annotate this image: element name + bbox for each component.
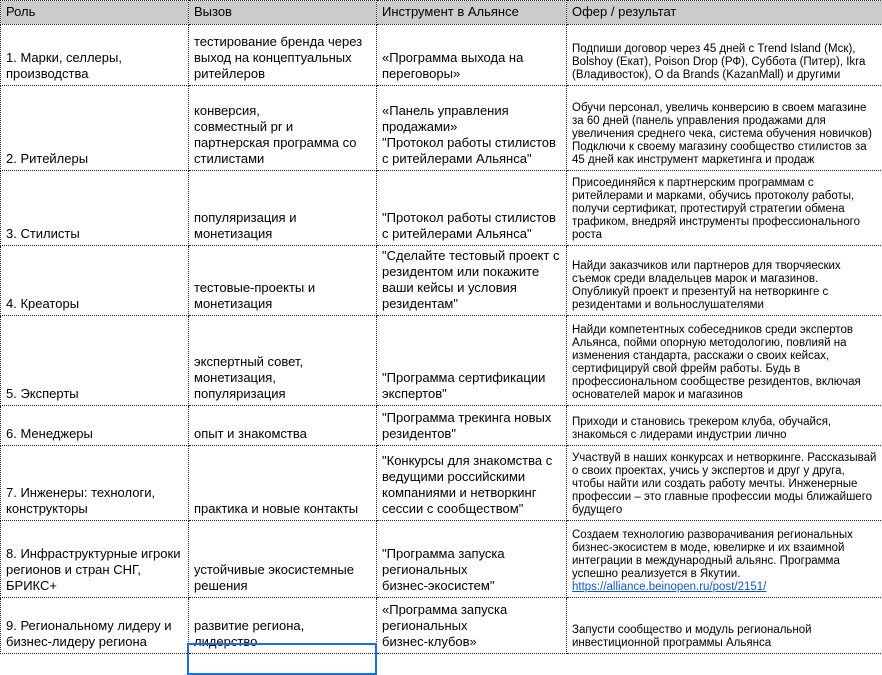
roles-table: Роль Вызов Инструмент в Альянсе Офер / р… bbox=[0, 0, 882, 654]
cell-tool[interactable]: "Программа запуска региональных бизнес-э… bbox=[377, 521, 567, 598]
cell-role[interactable]: 3. Стилисты bbox=[1, 171, 189, 246]
cell-offer[interactable]: Участвуй в наших конкурсах и нетворкинге… bbox=[567, 446, 882, 521]
table-row: 1. Марки, селлеры, производства тестиров… bbox=[1, 25, 882, 86]
cell-role[interactable]: 4. Креаторы bbox=[1, 246, 189, 316]
cell-offer[interactable]: Обучи персонал, увеличь конверсию в свое… bbox=[567, 86, 882, 171]
header-offer[interactable]: Офер / результат bbox=[567, 1, 882, 25]
cell-offer[interactable]: Присоединяйся к партнерским программам с… bbox=[567, 171, 882, 246]
table-row: 3. Стилисты популяризация и монетизация … bbox=[1, 171, 882, 246]
cell-challenge[interactable]: тестирование бренда через выход на конце… bbox=[189, 25, 377, 86]
table-row: 8. Инфраструктурные игроки регионов и ст… bbox=[1, 521, 882, 598]
cell-role[interactable]: 7. Инженеры: технологи, конструкторы bbox=[1, 446, 189, 521]
cell-role[interactable]: 6. Менеджеры bbox=[1, 406, 189, 446]
cell-tool[interactable]: «Программа выхода на переговоры» bbox=[377, 25, 567, 86]
table-row: 7. Инженеры: технологи, конструкторы пра… bbox=[1, 446, 882, 521]
cell-role[interactable]: 1. Марки, селлеры, производства bbox=[1, 25, 189, 86]
cell-challenge[interactable]: опыт и знакомства bbox=[189, 406, 377, 446]
cell-tool[interactable]: "Программа трекинга новых резидентов" bbox=[377, 406, 567, 446]
cell-challenge[interactable]: тестовые-проекты и монетизация bbox=[189, 246, 377, 316]
cell-challenge[interactable]: устойчивые экосистемные решения bbox=[189, 521, 377, 598]
cell-role[interactable]: 2. Ритейлеры bbox=[1, 86, 189, 171]
cell-challenge[interactable]: практика и новые контакты bbox=[189, 446, 377, 521]
table-row: 6. Менеджеры опыт и знакомства "Программ… bbox=[1, 406, 882, 446]
cell-offer[interactable]: Найди заказчиков или партнеров для творч… bbox=[567, 246, 882, 316]
cell-role[interactable]: 8. Инфраструктурные игроки регионов и ст… bbox=[1, 521, 189, 598]
cell-challenge[interactable]: конверсия, совместный pr и партнерская п… bbox=[189, 86, 377, 171]
header-tool[interactable]: Инструмент в Альянсе bbox=[377, 1, 567, 25]
offer-link[interactable]: https://alliance.beinopen.ru/post/2151/ bbox=[572, 581, 877, 594]
cell-challenge[interactable]: популяризация и монетизация bbox=[189, 171, 377, 246]
cell-tool[interactable]: «Программа запуска региональных бизнес-к… bbox=[377, 598, 567, 654]
table-row: 4. Креаторы тестовые-проекты и монетизац… bbox=[1, 246, 882, 316]
header-challenge[interactable]: Вызов bbox=[189, 1, 377, 25]
cell-offer[interactable]: Найди компетентных собеседников среди эк… bbox=[567, 316, 882, 406]
cell-tool[interactable]: «Панель управления продажами» "Протокол … bbox=[377, 86, 567, 171]
cell-offer[interactable]: Приходи и становись трекером клуба, обуч… bbox=[567, 406, 882, 446]
table-row: 5. Эксперты экспертный совет, монетизаци… bbox=[1, 316, 882, 406]
cell-offer-text: Создаем технологию разворачивания регион… bbox=[572, 529, 853, 580]
header-role[interactable]: Роль bbox=[1, 1, 189, 25]
cell-tool[interactable]: "Программа сертификации экспертов" bbox=[377, 316, 567, 406]
cell-tool[interactable]: "Сделайте тестовый проект с резидентом и… bbox=[377, 246, 567, 316]
table-header-row: Роль Вызов Инструмент в Альянсе Офер / р… bbox=[1, 1, 882, 25]
cell-challenge[interactable]: развитие региона, лидерство bbox=[189, 598, 377, 654]
cell-challenge[interactable]: экспертный совет, монетизация, популяриз… bbox=[189, 316, 377, 406]
cell-tool[interactable]: "Конкурсы для знакомства с ведущими росс… bbox=[377, 446, 567, 521]
cell-offer[interactable]: Создаем технологию разворачивания регион… bbox=[567, 521, 882, 598]
cell-tool[interactable]: "Протокол работы стилистов с ритейлерами… bbox=[377, 171, 567, 246]
table-row: 9. Региональному лидеру и бизнес-лидеру … bbox=[1, 598, 882, 654]
cell-role[interactable]: 5. Эксперты bbox=[1, 316, 189, 406]
cell-offer[interactable]: Запусти сообщество и модуль региональной… bbox=[567, 598, 882, 654]
cell-offer[interactable]: Подпиши договор через 45 дней с Trend Is… bbox=[567, 25, 882, 86]
cell-role[interactable]: 9. Региональному лидеру и бизнес-лидеру … bbox=[1, 598, 189, 654]
table-row: 2. Ритейлеры конверсия, совместный pr и … bbox=[1, 86, 882, 171]
